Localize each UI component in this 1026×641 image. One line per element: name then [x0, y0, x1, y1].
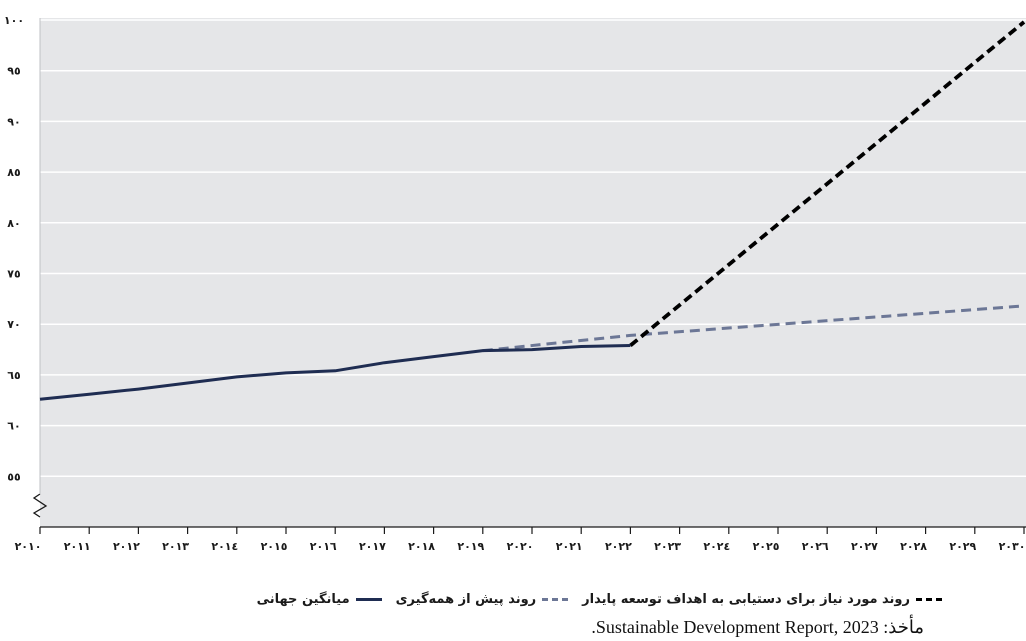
- x-tick-label: ۲۰۱۷: [359, 540, 386, 553]
- y-tick-label: ۹٥: [7, 65, 21, 78]
- x-tick-label: ۲۰۲۰: [507, 540, 534, 553]
- x-tick-label: ۲۰۲۲: [605, 540, 632, 553]
- x-tick-label: ۲۰۲۱: [556, 540, 583, 553]
- x-tick-label: ۲۰۲٦: [802, 540, 829, 553]
- legend-item-world-average: میانگین جهانی: [257, 592, 382, 607]
- gridlines: [40, 19, 1026, 478]
- legend-item-pre-pandemic: روند پیش از همه‌گیری: [396, 592, 569, 607]
- x-tick-label: ۲۰۲۳: [654, 540, 681, 553]
- x-tick-label: ۲۰۲٤: [703, 540, 730, 553]
- y-tick-label: ۷٥: [7, 268, 21, 281]
- legend-swatch-world-average: [355, 598, 382, 601]
- x-tick-label: ۲۰۱۹: [457, 540, 484, 553]
- y-axis: ٥٥ ٦۰ ٦٥ ۷۰ ۷٥ ۸۰ ۸٥ ۹۰ ۹٥ ۱۰۰: [4, 14, 48, 518]
- axis-break-mark: [32, 493, 48, 518]
- x-tick-label: ۲۰۱۸: [408, 540, 435, 553]
- x-tick-label: ۲۰۱٥: [261, 540, 288, 553]
- x-tick-label: ۲۰۱٦: [310, 540, 337, 553]
- series-line-2: [629, 20, 1026, 347]
- x-axis: ۲۰۱۰ ۲۰۱۱ ۲۰۱۲ ۲۰۱۳ ۲۰۱٤ ۲۰۱٥ ۲۰۱٦ ۲۰۱۷ ۲۰۱۸ ۲۰۱۹…: [15, 526, 1026, 553]
- series-group: [39, 20, 1026, 401]
- plot-area: [40, 18, 1026, 527]
- y-tick-label: ٥٥: [7, 470, 21, 483]
- x-tick-label: ۲۰۲۸: [900, 540, 927, 553]
- x-tick-label: ۲۰۲۹: [949, 540, 976, 553]
- x-tick-label: ۲۰۲٥: [753, 540, 780, 553]
- legend: روند مورد نیاز برای دستیابی به اهداف توس…: [257, 592, 942, 607]
- legend-swatch-required-trend: [916, 598, 942, 601]
- legend-swatch-pre-pandemic: [542, 598, 569, 601]
- x-tick-label: ۲۰۱۰: [15, 540, 42, 553]
- y-tick-label: ۸۰: [7, 217, 20, 230]
- x-tick-label: ۲۰۱٤: [211, 540, 238, 553]
- x-tick-label: ۲۰۲۷: [851, 540, 878, 553]
- x-tick-label: ۲۰۳۰: [999, 540, 1026, 553]
- y-tick-label: ۹۰: [7, 115, 20, 128]
- y-tick-label: ۱۰۰: [4, 14, 24, 27]
- y-tick-label: ٦۰: [7, 420, 20, 433]
- legend-label-required-trend: روند مورد نیاز برای دستیابی به اهداف توس…: [582, 592, 910, 607]
- y-tick-label: ۸٥: [7, 166, 21, 179]
- x-tick-label: ۲۰۱۱: [64, 540, 91, 553]
- series-line-0: [39, 344, 631, 401]
- source-note: مأخذ: Sustainable Development Report, 20…: [591, 617, 924, 637]
- series-line-1: [482, 304, 1025, 353]
- y-tick-label: ٦٥: [7, 369, 21, 382]
- legend-item-required-trend: روند مورد نیاز برای دستیابی به اهداف توس…: [582, 592, 942, 607]
- legend-label-pre-pandemic: روند پیش از همه‌گیری: [395, 592, 537, 607]
- x-tick-label: ۲۰۱۲: [113, 540, 140, 553]
- y-tick-label: ۷۰: [7, 318, 20, 331]
- legend-label-world-average: میانگین جهانی: [256, 592, 350, 607]
- x-tick-label: ۲۰۱۳: [162, 540, 189, 553]
